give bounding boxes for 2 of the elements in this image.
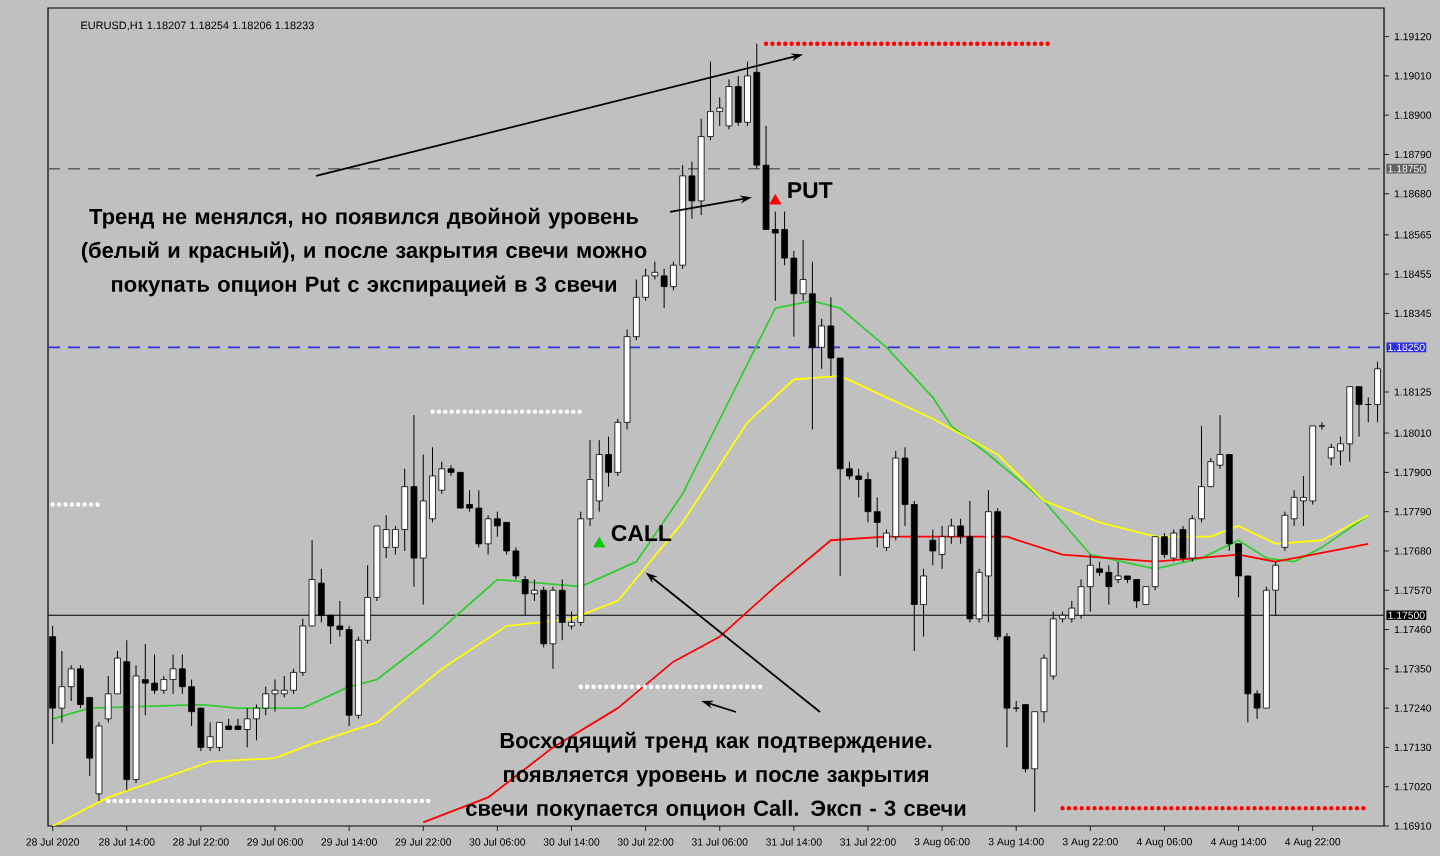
annotation: Тренд не менялся, но появился двойной уровень (белый и красный), и после закрытия свечи можно покупать опцион Put с экспирацией в 3 свечи (81, 207, 647, 297)
annotation: PUT (788, 182, 833, 199)
